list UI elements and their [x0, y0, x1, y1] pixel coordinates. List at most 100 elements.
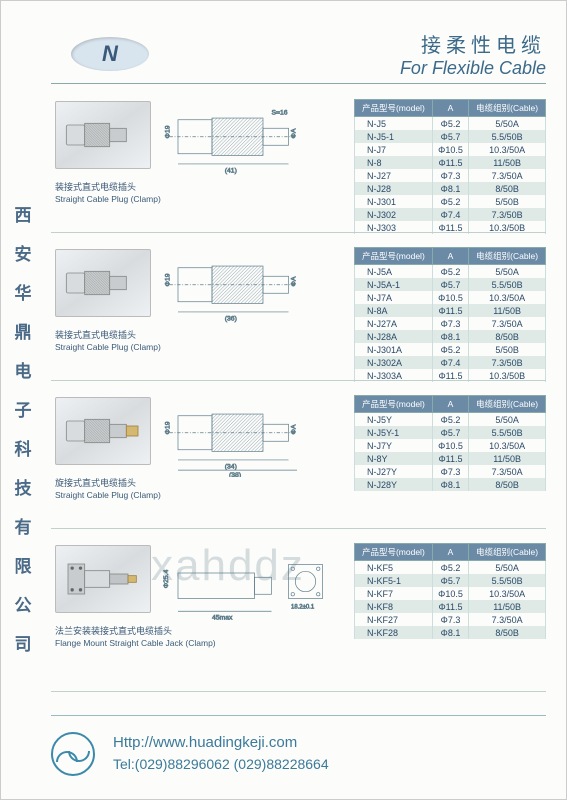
cell-cable: 5/50B	[469, 195, 546, 208]
th-cable: 电缆组别(Cable)	[469, 100, 546, 117]
svg-text:(38): (38)	[229, 472, 241, 477]
svg-text:Φ19: Φ19	[165, 125, 172, 138]
product-photo	[55, 545, 151, 613]
footer: Http://www.huadingkeji.com Tel:(029)8829…	[51, 715, 546, 781]
cell-a: Φ5.7	[432, 130, 468, 143]
table-row: N-8A Φ11.5 11/50B	[355, 304, 546, 317]
caption: 法兰安装装接式直式电缆插头 Flange Mount Straight Cabl…	[55, 625, 216, 649]
caption: 装接式直式电缆插头 Straight Cable Plug (Clamp)	[55, 329, 161, 353]
th-model: 产品型号(model)	[355, 544, 433, 561]
product-section-3: (34) (38) Φ19 ΦA 旋接式直式电缆插头 Straight Cabl…	[51, 389, 546, 529]
cell-model: N-J5A	[355, 265, 433, 279]
cell-model: N-J28Y	[355, 478, 433, 491]
cell-model: N-KF28	[355, 626, 433, 639]
cell-cable: 11/50B	[469, 156, 546, 169]
cell-model: N-J27Y	[355, 465, 433, 478]
cell-model: N-J27A	[355, 317, 433, 330]
table-header-row: 产品型号(model) A 电缆组别(Cable)	[355, 544, 546, 561]
cell-cable: 8/50B	[469, 182, 546, 195]
cell-cable: 5.5/50B	[469, 278, 546, 291]
cell-cable: 7.3/50B	[469, 208, 546, 221]
table-row: N-J5A Φ5.2 5/50A	[355, 265, 546, 279]
table-row: N-J27 Φ7.3 7.3/50A	[355, 169, 546, 182]
cell-a: Φ11.5	[432, 452, 468, 465]
cell-a: Φ5.7	[432, 574, 468, 587]
company-char: 有	[15, 513, 32, 538]
table-row: N-J7Y Φ10.5 10.3/50A	[355, 439, 546, 452]
table-row: N-J7A Φ10.5 10.3/50A	[355, 291, 546, 304]
cell-a: Φ7.4	[432, 356, 468, 369]
table-row: N-J301A Φ5.2 5/50B	[355, 343, 546, 356]
cell-a: Φ5.7	[432, 278, 468, 291]
caption-en: Straight Cable Plug (Clamp)	[55, 490, 161, 502]
caption-en: Flange Mount Straight Cable Jack (Clamp)	[55, 638, 216, 650]
cell-model: N-J301	[355, 195, 433, 208]
svg-text:ΦA: ΦA	[290, 128, 297, 138]
cell-cable: 11/50B	[469, 452, 546, 465]
company-char: 电	[15, 357, 32, 382]
cell-a: Φ7.4	[432, 208, 468, 221]
cell-cable: 10.3/50A	[469, 143, 546, 156]
table-row: N-J27A Φ7.3 7.3/50A	[355, 317, 546, 330]
svg-text:18.2±0.1: 18.2±0.1	[291, 605, 315, 611]
cell-model: N-J7	[355, 143, 433, 156]
company-char: 子	[15, 396, 32, 421]
cell-a: Φ8.1	[432, 182, 468, 195]
technical-drawing: (36) Φ19 ΦA	[161, 249, 331, 329]
spec-table: 产品型号(model) A 电缆组别(Cable) N-J5A Φ5.2 5/5…	[354, 247, 546, 382]
table-row: N-KF28 Φ8.1 8/50B	[355, 626, 546, 639]
table-row: N-8Y Φ11.5 11/50B	[355, 452, 546, 465]
svg-text:ΦA: ΦA	[290, 424, 297, 434]
company-char: 华	[15, 279, 32, 304]
caption: 旋接式直式电缆插头 Straight Cable Plug (Clamp)	[55, 477, 161, 501]
table-row: N-J28Y Φ8.1 8/50B	[355, 478, 546, 491]
table-row: N-J5Y-1 Φ5.7 5.5/50B	[355, 426, 546, 439]
company-char: 限	[15, 552, 32, 577]
cell-cable: 7.3/50A	[469, 169, 546, 182]
cell-model: N-J5Y-1	[355, 426, 433, 439]
table-row: N-KF8 Φ11.5 11/50B	[355, 600, 546, 613]
table-row: N-J5Y Φ5.2 5/50A	[355, 413, 546, 427]
cell-model: N-8Y	[355, 452, 433, 465]
cell-a: Φ11.5	[432, 304, 468, 317]
series-letter: N	[102, 41, 118, 67]
cell-model: N-KF5	[355, 561, 433, 575]
cell-a: Φ5.2	[432, 561, 468, 575]
th-model: 产品型号(model)	[355, 396, 433, 413]
product-section-1: (41) Φ19 ΦA S=16 装接式直式电缆插头 Straight Cabl…	[51, 93, 546, 233]
caption-en: Straight Cable Plug (Clamp)	[55, 342, 161, 354]
table-row: N-J28A Φ8.1 8/50B	[355, 330, 546, 343]
cell-a: Φ10.5	[432, 439, 468, 452]
caption-cn: 装接式直式电缆插头	[55, 181, 161, 194]
cell-a: Φ8.1	[432, 626, 468, 639]
cell-a: Φ7.3	[432, 169, 468, 182]
series-badge: N	[71, 37, 149, 71]
svg-text:45max: 45max	[212, 615, 233, 622]
table-row: N-J7 Φ10.5 10.3/50A	[355, 143, 546, 156]
svg-text:(41): (41)	[225, 167, 237, 174]
spec-table: 产品型号(model) A 电缆组别(Cable) N-J5Y Φ5.2 5/5…	[354, 395, 546, 491]
cell-model: N-J301A	[355, 343, 433, 356]
cell-model: N-8	[355, 156, 433, 169]
cell-model: N-J5	[355, 117, 433, 131]
cell-a: Φ5.2	[432, 413, 468, 427]
spec-table: 产品型号(model) A 电缆组别(Cable) N-J5 Φ5.2 5/50…	[354, 99, 546, 234]
cell-cable: 11/50B	[469, 304, 546, 317]
cell-cable: 5.5/50B	[469, 574, 546, 587]
technical-drawing: 45max Φ25.4 18.2±0.1	[161, 545, 331, 625]
caption-cn: 装接式直式电缆插头	[55, 329, 161, 342]
table-row: N-KF5-1 Φ5.7 5.5/50B	[355, 574, 546, 587]
footer-tel: Tel:(029)88296062 (029)88228664	[113, 754, 329, 775]
product-section-4: 45max Φ25.4 18.2±0.1 法兰安装装接式直式电缆插头 Flang…	[51, 537, 546, 692]
cell-cable: 5/50A	[469, 561, 546, 575]
caption-en: Straight Cable Plug (Clamp)	[55, 194, 161, 206]
table-header-row: 产品型号(model) A 电缆组别(Cable)	[355, 248, 546, 265]
cell-cable: 7.3/50B	[469, 356, 546, 369]
cell-model: N-J5Y	[355, 413, 433, 427]
cell-cable: 8/50B	[469, 478, 546, 491]
cell-model: N-KF7	[355, 587, 433, 600]
table-row: N-J27Y Φ7.3 7.3/50A	[355, 465, 546, 478]
table-row: N-J5-1 Φ5.7 5.5/50B	[355, 130, 546, 143]
title-en: For Flexible Cable	[400, 58, 546, 79]
cell-model: N-J28	[355, 182, 433, 195]
